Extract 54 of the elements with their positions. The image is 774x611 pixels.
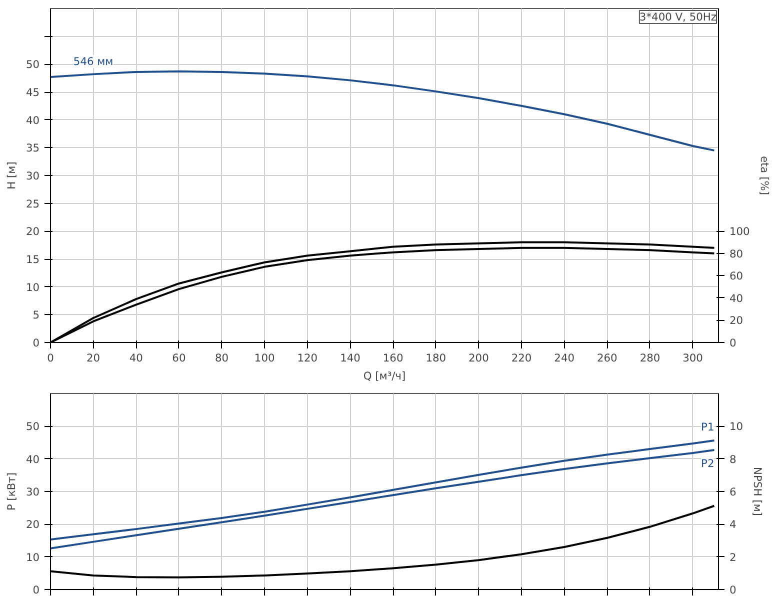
- y-tick-label: 10: [26, 280, 40, 294]
- y2-tick-label: 0: [730, 584, 736, 596]
- x-tick-label: 200: [468, 352, 490, 364]
- x-tick-label: 80: [215, 352, 229, 364]
- y2-tick-label: 8: [730, 452, 736, 466]
- y-tick-label: 40: [26, 452, 40, 466]
- y2-tick-label: 60: [730, 270, 744, 283]
- x-tick-label: 20: [86, 352, 100, 364]
- y2-tick-label: 10: [730, 420, 744, 434]
- series-label: P1: [701, 420, 714, 434]
- y-tick-label: 45: [26, 86, 40, 99]
- y2-tick-label: 0: [730, 336, 736, 350]
- y-tick-label: 50: [26, 420, 40, 434]
- y2-tick-label: 80: [730, 247, 744, 260]
- x-tick-label: 240: [554, 352, 575, 364]
- x-tick-label: 160: [382, 352, 404, 364]
- series-label: P2: [701, 457, 714, 470]
- y-axis-title: H [м]: [4, 162, 18, 190]
- y-tick-label: 0: [32, 584, 40, 596]
- y2-axis-title: eta [%]: [758, 156, 771, 196]
- x-tick-label: 100: [254, 352, 275, 364]
- y-tick-label: 20: [26, 225, 40, 238]
- x-tick-label: 60: [172, 352, 186, 364]
- x-tick-label: 180: [426, 352, 446, 364]
- y-tick-label: 30: [26, 170, 40, 182]
- x-tick-label: 280: [640, 352, 660, 364]
- y2-tick-label: 6: [730, 486, 736, 498]
- x-tick-label: 120: [297, 352, 318, 364]
- y2-tick-label: 2: [730, 550, 736, 564]
- y-tick-label: 5: [32, 308, 40, 322]
- y-tick-label: 40: [26, 114, 40, 127]
- series-label: 546 мм: [73, 55, 114, 68]
- x-tick-label: 140: [340, 352, 361, 364]
- y-tick-label: 25: [26, 197, 40, 210]
- y2-tick-label: 20: [730, 314, 744, 328]
- y-axis-title: P [кВт]: [4, 472, 18, 511]
- x-axis-title: Q [м³/ч]: [363, 370, 406, 382]
- y2-tick-label: 4: [730, 518, 736, 532]
- y2-tick-label: 100: [730, 225, 750, 238]
- chart-title: 3*400 V, 50Hz: [639, 10, 717, 24]
- y-tick-label: 35: [26, 142, 40, 155]
- y-tick-label: 15: [26, 253, 40, 266]
- y-tick-label: 30: [26, 486, 40, 498]
- y2-tick-label: 40: [730, 292, 744, 305]
- x-tick-label: 260: [596, 352, 618, 364]
- y-tick-label: 10: [26, 550, 40, 564]
- x-tick-label: 300: [682, 352, 704, 364]
- x-tick-label: 220: [511, 352, 532, 364]
- y-tick-label: 50: [26, 58, 40, 72]
- y-tick-label: 0: [32, 336, 40, 350]
- y2-axis-title: NPSH [м]: [751, 467, 764, 516]
- y-tick-label: 20: [26, 518, 40, 532]
- x-tick-label: 40: [129, 352, 144, 364]
- x-tick-label: 0: [47, 352, 54, 364]
